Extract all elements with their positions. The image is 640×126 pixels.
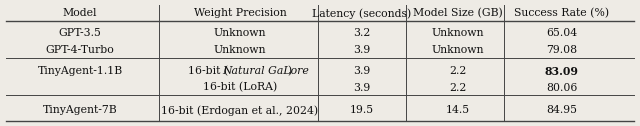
Text: 80.06: 80.06 [546, 83, 578, 93]
Text: GPT-4-Turbo: GPT-4-Turbo [45, 45, 115, 55]
Text: 2.2: 2.2 [449, 66, 467, 76]
Text: 16-bit (: 16-bit ( [188, 66, 228, 76]
Text: Unknown: Unknown [214, 28, 266, 38]
Text: 2.2: 2.2 [449, 83, 467, 93]
Text: Success Rate (%): Success Rate (%) [515, 8, 609, 18]
Text: 14.5: 14.5 [445, 105, 470, 115]
Text: TinyAgent-7B: TinyAgent-7B [43, 105, 117, 115]
Text: 3.9: 3.9 [353, 45, 370, 55]
Text: Unknown: Unknown [431, 45, 484, 55]
Text: 3.9: 3.9 [353, 66, 370, 76]
Text: 16-bit (LoRA): 16-bit (LoRA) [203, 82, 277, 93]
Text: ): ) [287, 66, 292, 76]
Text: 3.2: 3.2 [353, 28, 371, 38]
Text: Latency (seconds): Latency (seconds) [312, 8, 412, 19]
Text: 19.5: 19.5 [349, 105, 374, 115]
Text: Model Size (GB): Model Size (GB) [413, 8, 502, 18]
Text: 79.08: 79.08 [547, 45, 577, 55]
Text: Unknown: Unknown [431, 28, 484, 38]
Text: GPT-3.5: GPT-3.5 [59, 28, 101, 38]
Text: 3.9: 3.9 [353, 83, 370, 93]
Text: Unknown: Unknown [214, 45, 266, 55]
Text: 65.04: 65.04 [547, 28, 577, 38]
Text: TinyAgent-1.1B: TinyAgent-1.1B [37, 66, 123, 76]
Text: 84.95: 84.95 [547, 105, 577, 115]
Text: Model: Model [63, 8, 97, 18]
Text: 83.09: 83.09 [545, 66, 579, 77]
Text: Weight Precision: Weight Precision [194, 8, 286, 18]
Text: Natural GaLore: Natural GaLore [223, 66, 309, 76]
Text: 16-bit (Erdogan et al., 2024): 16-bit (Erdogan et al., 2024) [161, 105, 319, 116]
